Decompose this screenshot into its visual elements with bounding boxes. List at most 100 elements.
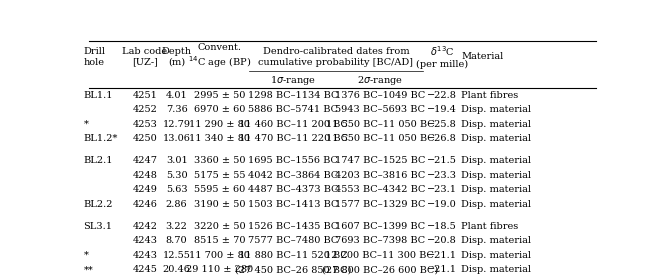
Text: 4246: 4246: [132, 200, 157, 209]
Text: 6970 ± 60: 6970 ± 60: [194, 105, 245, 114]
Text: 12 200 BC–11 300 BC: 12 200 BC–11 300 BC: [325, 251, 434, 260]
Text: 5175 ± 55: 5175 ± 55: [194, 171, 245, 180]
Text: 1503 BC–1413 BC: 1503 BC–1413 BC: [248, 200, 339, 209]
Text: 7577 BC–7480 BC: 7577 BC–7480 BC: [248, 236, 338, 246]
Text: BL1.2*: BL1.2*: [84, 134, 118, 143]
Text: Lab code
[UZ-]: Lab code [UZ-]: [122, 47, 168, 67]
Text: 11 550 BC–11 050 BC: 11 550 BC–11 050 BC: [325, 134, 434, 143]
Text: 4253: 4253: [132, 120, 157, 128]
Text: −19.0: −19.0: [427, 200, 457, 209]
Text: **: **: [84, 265, 94, 274]
Text: 11 700 ± 80: 11 700 ± 80: [189, 251, 250, 260]
Text: 4251: 4251: [132, 91, 157, 100]
Text: −20.8: −20.8: [427, 236, 457, 246]
Text: Disp. material: Disp. material: [462, 200, 532, 209]
Text: −23.3: −23.3: [427, 171, 457, 180]
Text: BL2.2: BL2.2: [84, 200, 113, 209]
Text: (27 450 BC–26 850 BC): (27 450 BC–26 850 BC): [235, 265, 351, 274]
Text: 4250: 4250: [132, 134, 157, 143]
Text: 4487 BC–4373 BC: 4487 BC–4373 BC: [248, 185, 339, 194]
Text: BL2.1: BL2.1: [84, 156, 113, 165]
Text: 5886 BC–5741 BC: 5886 BC–5741 BC: [248, 105, 338, 114]
Text: 2.86: 2.86: [166, 200, 188, 209]
Text: Disp. material: Disp. material: [462, 105, 532, 114]
Text: 29 110 ± 280: 29 110 ± 280: [186, 265, 253, 274]
Text: −21.5: −21.5: [427, 156, 457, 165]
Text: 1376 BC–1049 BC: 1376 BC–1049 BC: [335, 91, 425, 100]
Text: (27 800 BC–26 600 BC): (27 800 BC–26 600 BC): [322, 265, 438, 274]
Text: −25.8: −25.8: [427, 120, 457, 128]
Text: −21.1: −21.1: [427, 251, 457, 260]
Text: 2$\sigma$-range: 2$\sigma$-range: [357, 74, 403, 87]
Text: 11 880 BC–11 520 BC: 11 880 BC–11 520 BC: [238, 251, 347, 260]
Text: 4042 BC–3864 BC: 4042 BC–3864 BC: [248, 171, 338, 180]
Text: 7693 BC–7398 BC: 7693 BC–7398 BC: [335, 236, 425, 246]
Text: 4249: 4249: [132, 185, 157, 194]
Text: 5943 BC–5693 BC: 5943 BC–5693 BC: [335, 105, 425, 114]
Text: 4243: 4243: [132, 251, 158, 260]
Text: 4203 BC–3816 BC: 4203 BC–3816 BC: [335, 171, 425, 180]
Text: Dendro-calibrated dates from
cumulative probability [BC/AD]: Dendro-calibrated dates from cumulative …: [259, 47, 413, 67]
Text: 13.06: 13.06: [163, 134, 190, 143]
Text: 1577 BC–1329 BC: 1577 BC–1329 BC: [335, 200, 425, 209]
Text: Disp. material: Disp. material: [462, 236, 532, 246]
Text: BL1.1: BL1.1: [84, 91, 113, 100]
Text: 11 460 BC–11 200 BC: 11 460 BC–11 200 BC: [238, 120, 347, 128]
Text: 4.01: 4.01: [166, 91, 188, 100]
Text: 1298 BC–1134 BC: 1298 BC–1134 BC: [248, 91, 339, 100]
Text: Disp. material: Disp. material: [462, 134, 532, 143]
Text: 11 290 ± 80: 11 290 ± 80: [189, 120, 250, 128]
Text: Disp. material: Disp. material: [462, 156, 532, 165]
Text: Disp. material: Disp. material: [462, 265, 532, 274]
Text: 5.63: 5.63: [166, 185, 188, 194]
Text: Depth
(m): Depth (m): [162, 47, 192, 67]
Text: −26.8: −26.8: [427, 134, 457, 143]
Text: 4245: 4245: [132, 265, 157, 274]
Text: Disp. material: Disp. material: [462, 185, 532, 194]
Text: 3.22: 3.22: [166, 222, 188, 231]
Text: 8515 ± 70: 8515 ± 70: [194, 236, 245, 246]
Text: Plant fibres: Plant fibres: [462, 91, 518, 100]
Text: 4243: 4243: [132, 236, 158, 246]
Text: 7.36: 7.36: [166, 105, 188, 114]
Text: 3190 ± 50: 3190 ± 50: [194, 200, 245, 209]
Text: Disp. material: Disp. material: [462, 171, 532, 180]
Text: 4252: 4252: [132, 105, 157, 114]
Text: Plant fibres: Plant fibres: [462, 222, 518, 231]
Text: 4242: 4242: [132, 222, 158, 231]
Text: 5.30: 5.30: [166, 171, 188, 180]
Text: 12.79: 12.79: [163, 120, 190, 128]
Text: 20.46: 20.46: [163, 265, 190, 274]
Text: 11 340 ± 80: 11 340 ± 80: [189, 134, 250, 143]
Text: Disp. material: Disp. material: [462, 120, 532, 128]
Text: Convent.
$^{14}$C age (BP): Convent. $^{14}$C age (BP): [188, 43, 251, 70]
Text: 2995 ± 50: 2995 ± 50: [194, 91, 245, 100]
Text: 3360 ± 50: 3360 ± 50: [194, 156, 245, 165]
Text: −23.1: −23.1: [427, 185, 457, 194]
Text: −21.1: −21.1: [427, 265, 457, 274]
Text: 1$\sigma$-range: 1$\sigma$-range: [270, 74, 316, 87]
Text: 3220 ± 50: 3220 ± 50: [194, 222, 245, 231]
Text: $\delta^{13}$C
(per mille): $\delta^{13}$C (per mille): [416, 45, 468, 69]
Text: 1526 BC–1435 BC: 1526 BC–1435 BC: [248, 222, 338, 231]
Text: 5595 ± 60: 5595 ± 60: [194, 185, 245, 194]
Text: 4248: 4248: [132, 171, 157, 180]
Text: 1747 BC–1525 BC: 1747 BC–1525 BC: [335, 156, 425, 165]
Text: Material: Material: [462, 52, 504, 61]
Text: 4247: 4247: [132, 156, 158, 165]
Text: *: *: [84, 251, 88, 260]
Text: SL3.1: SL3.1: [84, 222, 112, 231]
Text: 12.55: 12.55: [163, 251, 190, 260]
Text: 1695 BC–1556 BC: 1695 BC–1556 BC: [248, 156, 338, 165]
Text: 8.70: 8.70: [166, 236, 188, 246]
Text: 3.01: 3.01: [166, 156, 188, 165]
Text: −19.4: −19.4: [427, 105, 457, 114]
Text: 1607 BC–1399 BC: 1607 BC–1399 BC: [335, 222, 425, 231]
Text: Disp. material: Disp. material: [462, 251, 532, 260]
Text: −22.8: −22.8: [427, 91, 457, 100]
Text: Drill
hole: Drill hole: [84, 47, 106, 67]
Text: 11 470 BC–11 220 BC: 11 470 BC–11 220 BC: [238, 134, 348, 143]
Text: 11 550 BC–11 050 BC: 11 550 BC–11 050 BC: [325, 120, 434, 128]
Text: *: *: [84, 120, 88, 128]
Text: 4553 BC–4342 BC: 4553 BC–4342 BC: [335, 185, 425, 194]
